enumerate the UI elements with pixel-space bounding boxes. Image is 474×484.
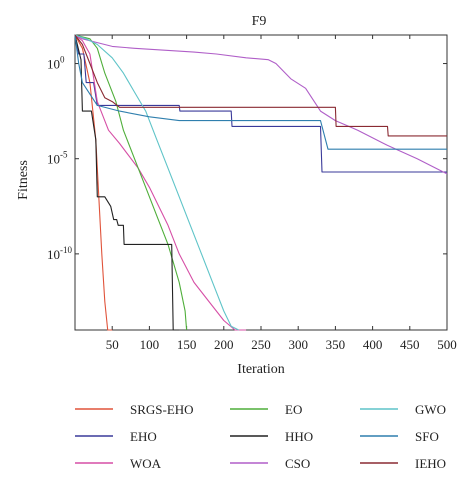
x-tick-label: 250 [251, 337, 271, 352]
y-axis-label: Fitness [16, 160, 31, 200]
legend-label-cso: CSO [285, 456, 310, 471]
series-lines [74, 34, 448, 331]
legend-label-srgs-eho: SRGS-EHO [130, 402, 194, 417]
legend: SRGS-EHO EHO WOA EO HHO CSO GWO SFO IEHO [75, 402, 446, 471]
series-line-hho [74, 34, 180, 331]
y-tick-label: 10-10 [47, 245, 72, 262]
x-tick-label: 350 [326, 337, 346, 352]
plot-frame [74, 34, 448, 331]
x-tick-label: 200 [214, 337, 234, 352]
x-tick-label: 50 [106, 337, 119, 352]
series-line-eho [74, 34, 447, 173]
y-tick-label: 10-5 [47, 150, 68, 167]
legend-label-gwo: GWO [415, 402, 446, 417]
x-axis-ticks: 50 100 150 200 250 300 350 400 450 500 [106, 35, 457, 352]
x-tick-label: 300 [288, 337, 308, 352]
legend-label-woa: WOA [130, 456, 162, 471]
series-line-eo [74, 34, 188, 331]
x-axis-label: Iteration [237, 362, 284, 377]
plot-area: 50 100 150 200 250 300 350 400 450 500 100 10-5 10-… [47, 34, 457, 352]
series-line-sfo [74, 34, 447, 150]
y-axis-ticks: 100 10-5 10-10 [47, 55, 447, 262]
legend-label-hho: HHO [285, 429, 313, 444]
x-tick-label: 100 [140, 337, 160, 352]
series-line-gwo [74, 34, 239, 331]
x-tick-label: 150 [177, 337, 197, 352]
y-tick-label: 100 [47, 55, 65, 72]
legend-label-ieho: IEHO [415, 456, 446, 471]
series-line-cso [74, 34, 448, 175]
legend-label-eho: EHO [130, 429, 157, 444]
chart-title: F9 [252, 14, 267, 29]
series-line-woa [74, 34, 247, 331]
series-line-ieho [74, 34, 447, 137]
legend-label-eo: EO [285, 402, 302, 417]
x-tick-label: 450 [400, 337, 420, 352]
legend-label-sfo: SFO [415, 429, 439, 444]
x-tick-label: 400 [363, 337, 383, 352]
x-tick-label: 500 [437, 337, 457, 352]
